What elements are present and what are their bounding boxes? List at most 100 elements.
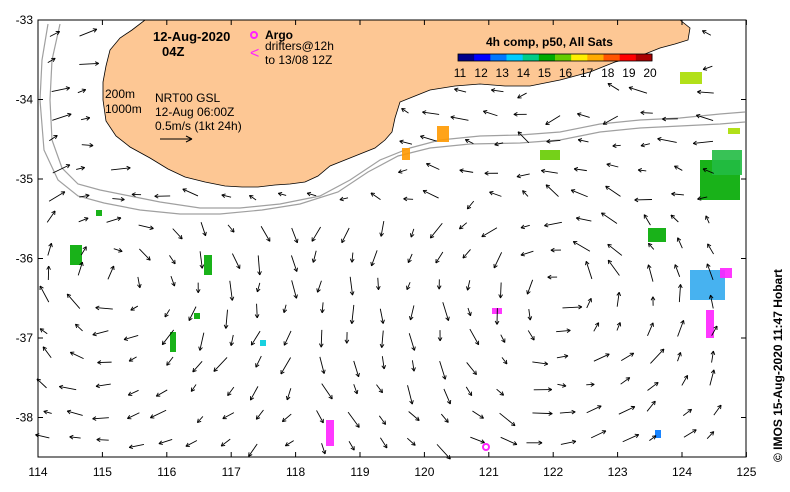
current-arrow-head: [120, 197, 125, 200]
current-arrow-head: [341, 240, 346, 244]
colorbar-tick-label: 15: [538, 66, 552, 80]
current-arrow-head: [294, 239, 298, 244]
current-arrow-head: [255, 287, 258, 293]
current-arrow: [321, 383, 333, 400]
current-arrow: [607, 83, 620, 91]
sst-patch: [655, 430, 661, 438]
current-arrow: [494, 142, 504, 146]
gsl-label-1: NRT00 GSL: [155, 91, 220, 105]
current-arrow-head: [484, 170, 489, 174]
current-arrow-head: [383, 445, 388, 449]
current-arrow-head: [439, 337, 443, 342]
current-arrow-head: [66, 293, 69, 299]
current-arrow-head: [594, 322, 599, 326]
current-arrow-head: [494, 141, 499, 146]
current-arrow-head: [35, 433, 40, 436]
current-arrow: [112, 198, 125, 201]
current-arrow-head: [356, 389, 359, 394]
current-arrow-head: [317, 289, 321, 293]
current-arrow: [677, 352, 682, 362]
current-arrow-head: [717, 404, 722, 408]
current-arrow: [678, 284, 681, 303]
current-arrow-head: [674, 264, 676, 269]
current-arrow: [185, 440, 198, 447]
current-arrow: [286, 388, 292, 401]
current-arrow-head: [606, 162, 611, 165]
sst-patch: [326, 420, 334, 446]
current-arrow: [697, 91, 714, 94]
current-arrow-head: [92, 418, 97, 421]
current-arrow-head: [420, 135, 424, 140]
current-arrow-head: [178, 237, 183, 240]
current-arrow-head: [230, 342, 234, 347]
current-arrow-head: [55, 135, 58, 140]
current-arrow: [706, 431, 715, 439]
current-arrow-head: [150, 225, 154, 229]
current-arrow-head: [284, 442, 288, 447]
current-arrow-head: [526, 290, 528, 295]
current-arrow: [370, 192, 381, 201]
colorbar-segment: [522, 54, 540, 61]
land-mass: [102, 19, 691, 188]
current-arrow-head: [448, 316, 450, 321]
current-arrow-head: [358, 423, 360, 428]
x-tick-label: 116: [157, 465, 176, 479]
current-arrow: [702, 30, 712, 36]
current-arrow-head: [197, 420, 202, 424]
current-arrow: [643, 214, 651, 226]
current-arrow: [647, 264, 654, 282]
current-arrow-head: [618, 292, 622, 297]
current-arrow-head: [131, 192, 136, 195]
current-arrow: [472, 410, 484, 419]
current-arrow: [67, 410, 83, 416]
colorbar-segment: [555, 54, 572, 61]
x-tick-label: 114: [28, 465, 47, 479]
current-arrow-head: [116, 216, 122, 219]
current-arrow-head: [324, 449, 327, 455]
current-arrow-head: [491, 88, 496, 91]
current-arrow: [517, 131, 530, 144]
current-arrow-head: [192, 370, 197, 373]
current-arrow-head: [95, 383, 100, 387]
current-arrow-head: [94, 61, 99, 64]
current-arrow-head: [607, 244, 610, 249]
current-arrow-head: [249, 195, 252, 200]
current-arrow-head: [678, 284, 681, 288]
current-arrow: [702, 168, 714, 174]
current-arrow: [500, 436, 518, 445]
current-arrow: [129, 444, 145, 448]
current-arrow-head: [697, 89, 702, 93]
current-arrow-head: [547, 276, 552, 280]
current-arrow-head: [231, 296, 235, 301]
colorbar-segment: [619, 54, 637, 61]
colorbar-title: 4h comp, p50, All Sats: [486, 35, 613, 49]
sst-patch: [194, 313, 200, 319]
current-arrow-head: [692, 143, 698, 146]
current-arrow: [586, 298, 592, 309]
current-arrow-head: [547, 274, 552, 278]
current-arrow-head: [378, 390, 383, 394]
current-arrow: [606, 163, 619, 168]
current-arrow: [230, 334, 234, 346]
current-arrow-head: [69, 434, 74, 438]
current-arrow: [422, 190, 439, 199]
current-arrow-head: [232, 228, 235, 233]
current-arrow-head: [462, 256, 467, 259]
current-arrow-head: [410, 316, 414, 321]
current-arrow-head: [590, 382, 595, 385]
current-arrow: [677, 320, 685, 337]
current-arrow: [156, 389, 168, 397]
current-arrow: [693, 140, 714, 144]
current-arrow: [618, 406, 636, 415]
current-arrow-head: [95, 305, 100, 309]
current-arrow-head: [520, 224, 525, 229]
current-arrow: [320, 329, 323, 348]
current-arrow-head: [640, 142, 645, 147]
current-arrow: [408, 333, 415, 351]
current-arrow: [709, 369, 715, 386]
current-arrow-head: [616, 322, 621, 326]
current-arrow: [138, 224, 154, 229]
current-arrow: [493, 252, 503, 269]
current-arrow-head: [75, 323, 80, 326]
current-arrow-head: [257, 271, 261, 276]
